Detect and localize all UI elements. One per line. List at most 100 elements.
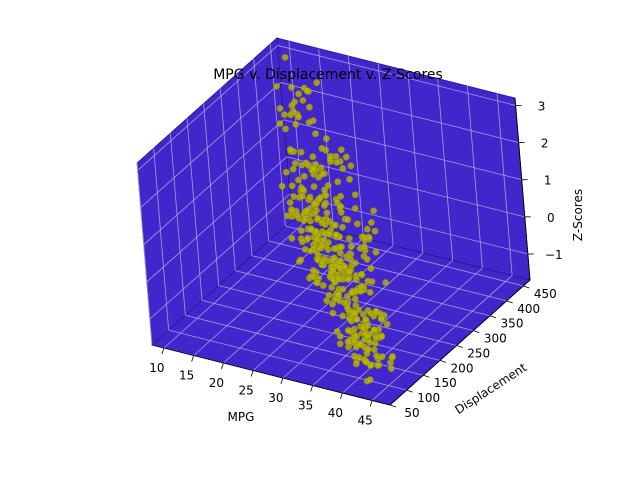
data-point [370,346,378,354]
chart-title: MPG v. Displacement v. Z-Scores [213,67,443,83]
data-point [323,209,331,217]
data-point [336,264,344,272]
data-point [337,192,345,200]
data-point [282,125,289,133]
data-point [294,176,302,184]
data-point [289,165,297,173]
data-point [314,214,322,222]
data-point [310,200,318,208]
data-point [347,242,355,250]
data-point [361,236,369,244]
x-axis-line [151,344,391,406]
data-point [284,212,292,220]
data-point [356,340,364,348]
data-point [344,326,352,334]
y-grid-left [219,88,236,271]
data-point [372,248,380,256]
data-point [336,332,344,340]
y-grid-left [169,133,186,316]
data-point [328,283,336,291]
x-tick-mark [340,392,343,400]
data-point [288,182,296,190]
data-point [338,243,345,251]
z-axis-line [514,97,531,281]
data-point [321,221,329,228]
data-point [331,221,339,229]
data-point [364,332,372,340]
z-grid-left [140,82,281,208]
data-point [352,276,360,284]
x-tick-label: 35 [298,399,313,413]
data-point [297,227,305,235]
data-point [337,208,345,216]
z-tick-label: 2 [541,137,549,151]
y-grid-left [136,162,153,346]
x-tick-mark [250,370,254,377]
data-point [286,199,294,206]
data-point [278,182,286,190]
y-tick-label: 200 [451,361,474,375]
y-tick-label: 400 [517,302,540,316]
data-point [362,315,370,323]
data-point [355,306,363,314]
x-tick-label: 20 [209,376,224,390]
data-point [310,164,318,172]
y-tick-label: 250 [467,346,490,360]
data-point [367,265,375,272]
data-point [303,207,311,214]
data-point [335,291,343,299]
data-point [357,270,365,278]
data-point [321,254,328,262]
data-point [335,275,343,283]
z-grid-left [137,45,278,171]
y-tick-label: 150 [434,376,457,390]
data-point [333,158,340,166]
y-grid-floor [251,255,491,317]
x-tick-mark [310,385,314,392]
data-point [347,162,355,170]
x-grid-back [407,70,424,254]
y-tick-mark [406,389,413,393]
data-point [324,246,332,254]
y-tick-label: 450 [534,287,557,301]
data-point [372,352,380,360]
data-points [273,53,396,385]
data-point [288,102,296,109]
z-grid-left [146,156,288,283]
data-point [286,145,294,153]
y-grid-floor [218,285,457,346]
x-tick-label: 45 [358,414,373,428]
data-point [297,148,305,156]
data-point [298,238,306,246]
data-point [351,191,359,199]
y-grid-floor [185,314,424,376]
tick-labels: 1015202530354045501001502002503003504004… [149,99,562,427]
x-tick-mark [161,347,165,355]
data-point [291,159,299,167]
data-point [319,282,327,289]
z-grid-back [280,82,519,143]
data-point [323,297,331,305]
data-point [350,352,358,360]
data-point [314,279,321,287]
x-tick-mark [369,400,373,407]
data-point [372,334,380,342]
data-point [330,245,338,253]
z-grid-back [286,156,525,218]
data-point [344,216,352,224]
data-point [305,103,313,111]
data-point [351,204,359,212]
data-point [346,268,354,276]
data-point [288,234,296,242]
y-grid-floor [201,299,441,361]
z-grid-left [149,193,291,320]
z-axis-label: Z-Scores [571,189,585,241]
data-point [290,193,298,201]
data-point [370,207,378,215]
data-point [387,365,395,373]
data-point [297,256,305,264]
data-point [287,205,295,213]
data-point [302,215,310,223]
x-tick-label: 10 [149,361,164,375]
